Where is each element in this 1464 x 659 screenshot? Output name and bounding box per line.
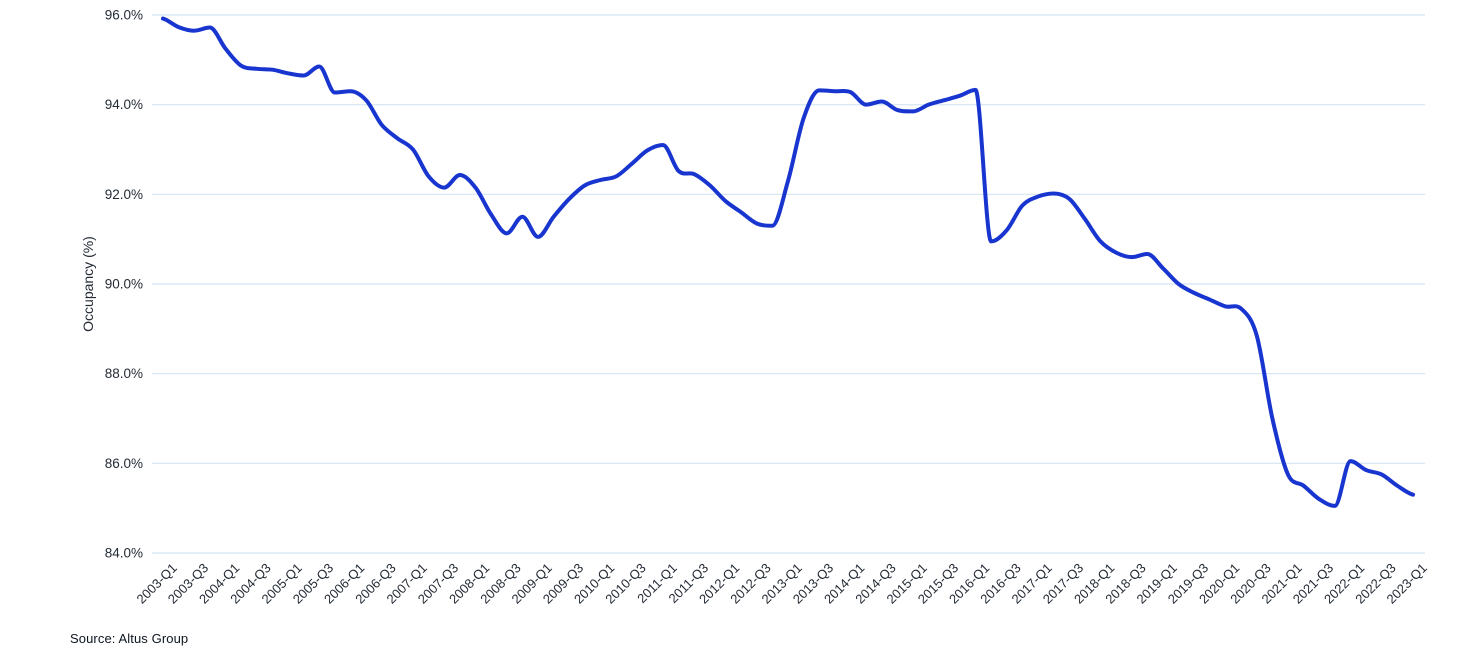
y-tick-label: 88.0%: [105, 366, 143, 381]
y-axis-title: Occupancy (%): [80, 236, 96, 332]
y-tick-label: 90.0%: [105, 277, 143, 292]
x-axis-tick-labels: 2003-Q12003-Q32004-Q12004-Q32005-Q12005-…: [134, 560, 1430, 606]
y-tick-label: 84.0%: [105, 546, 143, 561]
source-note: Source: Altus Group: [70, 631, 189, 646]
y-axis-tick-labels: 96.0% 94.0% 92.0% 90.0% 88.0% 86.0% 84.0%: [105, 8, 143, 561]
y-tick-label: 92.0%: [105, 187, 143, 202]
y-tick-label: 96.0%: [105, 8, 143, 23]
gridlines: [152, 14, 1425, 554]
y-tick-label: 86.0%: [105, 456, 143, 471]
occupancy-series-line: [161, 16, 1415, 508]
y-tick-label: 94.0%: [105, 97, 143, 112]
